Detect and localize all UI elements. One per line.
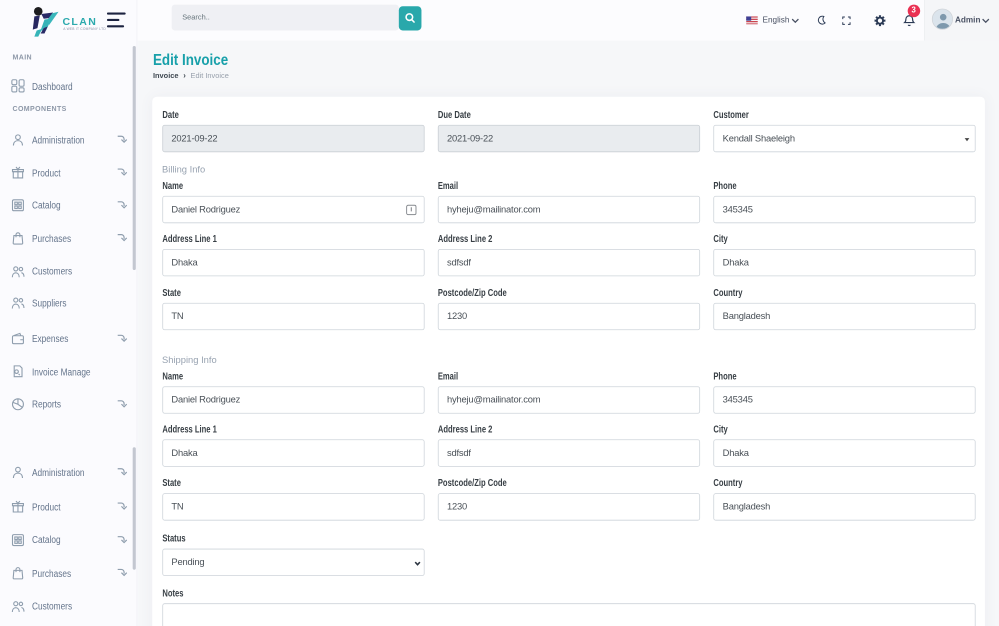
svg-text:CLAN: CLAN (62, 16, 97, 28)
svg-text:A WEB IT COMPANY LTD: A WEB IT COMPANY LTD (63, 27, 106, 31)
